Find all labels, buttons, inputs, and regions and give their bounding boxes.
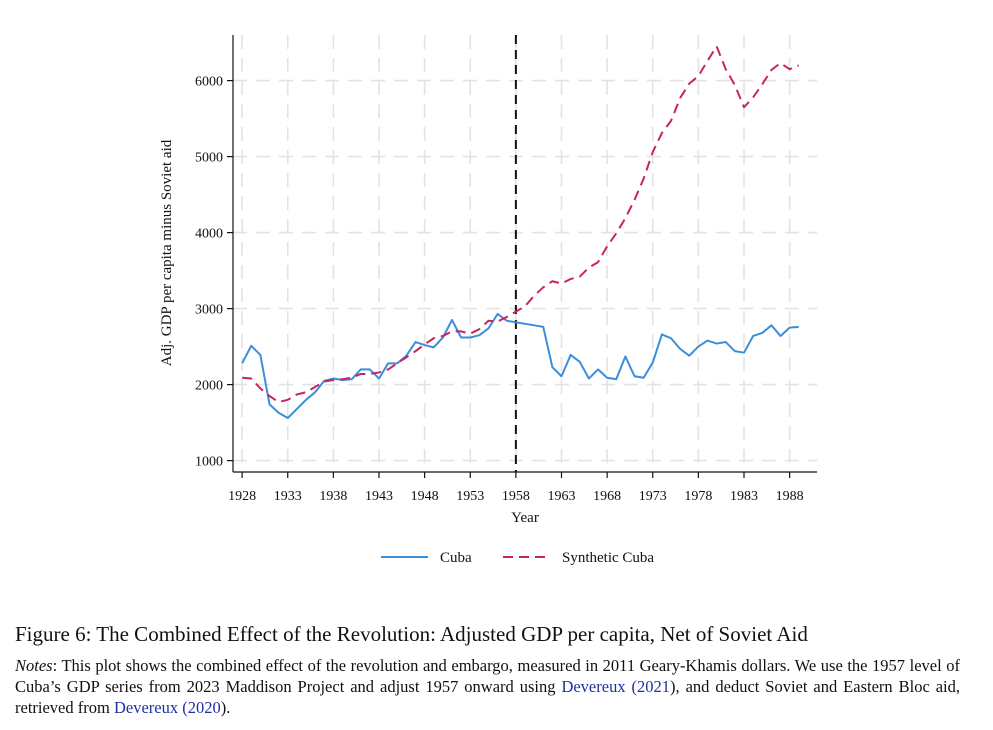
series-line-cuba <box>241 312 799 420</box>
citation-author: Devereux <box>113 698 179 717</box>
x-tick-label-1958: 1958 <box>502 489 530 504</box>
citation-year: 2020 <box>187 698 221 717</box>
y-tick-label-6000: 6000 <box>195 75 223 90</box>
citation-link-devereux-2021[interactable]: Devereux (2021 <box>561 677 671 696</box>
notes-text-2: ), and deduct Soviet and Eastern Bloc ai… <box>15 677 960 717</box>
x-tick-label-1978: 1978 <box>684 489 712 504</box>
x-tick-label-1938: 1938 <box>319 489 347 504</box>
figure-notes: Notes: This plot shows the combined effe… <box>15 655 960 718</box>
y-tick-label-2000: 2000 <box>195 379 223 394</box>
x-tick-label-1988: 1988 <box>776 489 804 504</box>
notes-text-1: : This plot shows the combined effect of… <box>15 656 960 696</box>
x-tick-label-1928: 1928 <box>228 489 256 504</box>
tick-labels: 1000 2000 3000 4000 5000 6000 1928 1933 1938 1943… <box>195 75 804 504</box>
x-tick-label-1943: 1943 <box>365 489 393 504</box>
legend-label-0: Cuba <box>440 550 472 566</box>
citation-author: Devereux <box>561 677 626 696</box>
y-tick-label-3000: 3000 <box>195 303 223 318</box>
x-tick-label-1963: 1963 <box>548 489 576 504</box>
axes <box>227 35 817 478</box>
x-tick-label-1953: 1953 <box>456 489 484 504</box>
series-line-synthetic-cuba <box>242 45 800 404</box>
x-tick-label-1948: 1948 <box>411 489 439 504</box>
x-tick-label-1983: 1983 <box>730 489 758 504</box>
legend-label-1: Synthetic Cuba <box>562 550 654 566</box>
notes-text-3: ). <box>220 698 231 717</box>
y-tick-label-5000: 5000 <box>195 151 223 166</box>
citation-year: 2021 <box>637 677 671 696</box>
gridlines <box>233 35 817 472</box>
x-tick-label-1968: 1968 <box>593 489 621 504</box>
y-tick-label-4000: 4000 <box>195 227 223 242</box>
y-axis-title: Adj. GDP per capita minus Soviet aid <box>159 139 175 366</box>
figure-caption: Figure 6: The Combined Effect of the Rev… <box>15 622 960 718</box>
figure-title: Figure 6: The Combined Effect of the Rev… <box>15 622 808 646</box>
notes-label: Notes <box>15 656 53 675</box>
legend: Cuba Synthetic Cuba <box>381 550 654 566</box>
citation-link-devereux-2020[interactable]: Devereux (2020 <box>113 698 221 717</box>
y-tick-label-1000: 1000 <box>195 455 223 470</box>
series-lines <box>241 35 800 472</box>
x-tick-label-1973: 1973 <box>639 489 667 504</box>
x-tick-label-1933: 1933 <box>274 489 302 504</box>
gdp-line-chart: 1000 2000 3000 4000 5000 6000 1928 1933 1938 1943… <box>159 35 817 566</box>
x-axis-title: Year <box>511 510 539 526</box>
